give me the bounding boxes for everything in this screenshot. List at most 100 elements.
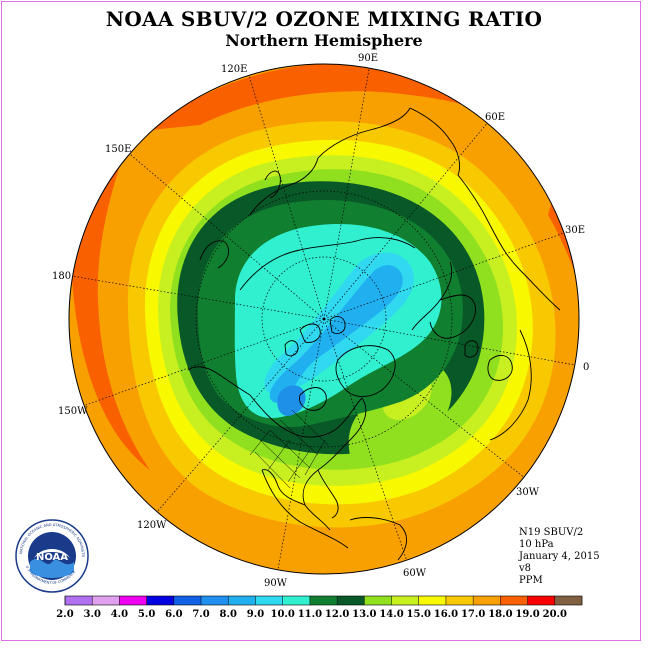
legend-swatch [146,596,175,605]
legend-swatch [473,596,501,605]
info-pressure: 10 hPa [519,539,554,550]
meridian-150e [124,149,325,320]
legend-swatch [554,596,583,605]
coast-hudson-bay [299,387,327,411]
legend-tick-label: 15.0 [407,609,431,620]
legend-tick-label: 4.0 [111,609,128,620]
meridian-60e [323,114,495,320]
legend-tick-label: 12.0 [325,609,349,620]
coast-europe [429,294,476,339]
legend-swatch [309,596,338,605]
coast-alaska [187,366,251,396]
legend-swatch [65,596,93,605]
coast-india [409,107,461,176]
lon-label-90e: 90E [358,53,378,64]
logo-text: NOAA [36,552,68,563]
legend-swatch [92,596,120,605]
legend-swatch [119,596,147,605]
logo-wave-icon [30,558,74,578]
legend-swatch [527,596,556,605]
info-date: January 4, 2015 [519,551,600,562]
legend-tick-label: 8.0 [220,609,237,620]
coast-florida [317,469,339,519]
legend-tick-label: 11.0 [298,609,322,620]
coast-south-america [349,517,407,561]
meridian-120e [247,71,325,320]
lon-label-60e: 60E [485,112,505,123]
meridian-90e [323,64,371,320]
meridian-120w [149,318,325,521]
zone-17-18-left [72,150,150,470]
legend-tick-label: 5.0 [138,609,155,620]
image-frame [1,1,641,641]
lon-label-30w: 30W [516,487,540,498]
coast-asia-east [249,157,319,216]
us-boundaries [249,409,329,489]
legend-swatch [282,596,311,605]
lon-label-150w: 150W [58,406,88,417]
legend-swatch [201,596,229,605]
lon-label-90w: 90W [264,578,288,589]
meridian-0 [323,318,579,367]
coast-china [317,107,411,159]
map-rim [68,63,580,575]
graticule [71,64,579,574]
coast-scandinavia [411,261,453,331]
noaa-logo: NOAA NATIONAL OCEANIC AND ATMOSPHERIC AD… [14,518,89,593]
meridian-180 [71,275,325,320]
legend-swatch [418,596,447,605]
legend-swatches [64,595,583,606]
info-instrument: N19 SBUV/2 [519,527,584,538]
legend-swatch [364,596,392,605]
legend-swatch [173,596,202,605]
legend-tick-label: 13.0 [352,609,376,620]
lon-label-120w: 120W [137,520,167,531]
color-legend: 2.0 3.0 4.0 5.0 6.0 7.0 8.0 9.0 10.0 11.0 12.0 13.0… [56,595,583,620]
logo-bird-icon [34,549,70,558]
legend-swatch [391,596,420,605]
coast-central-america [261,469,349,549]
latitude-circle-30 [195,190,453,448]
map-title: NOAA SBUV/2 OZONE MIXING RATIO [105,7,543,31]
legend-swatch [255,596,283,605]
lon-label-180: 180 [52,271,71,282]
legend-swatch [500,596,528,605]
legend-swatch [445,596,474,605]
coast-iberia [487,354,513,381]
coast-japan [264,170,281,199]
coastlines [187,107,561,561]
info-units: PPM [519,575,543,586]
coast-greenland [335,345,396,397]
legend-swatch [337,596,365,605]
coast-kamchatka [199,240,229,269]
meridian-150w [71,318,325,411]
legend-tick-label: 7.0 [192,609,209,620]
info-version: v8 [519,563,532,574]
coast-mediterranean [457,174,561,311]
meridian-60w [323,318,411,571]
legend-tick-label: 20.0 [543,609,567,620]
meridian-90w [275,318,325,574]
coast-arctic-islands [284,316,346,357]
zone-7-8-core [277,385,306,416]
lon-label-120e: 120E [221,64,247,75]
lon-label-150e: 150E [105,144,131,155]
legend-tick-label: 14.0 [379,609,403,620]
legend-tick-label: 10.0 [271,609,295,620]
coast-uk [464,340,479,358]
legend-tick-label: 3.0 [84,609,101,620]
coast-gulf [261,469,306,506]
map-subtitle: Northern Hemisphere [225,31,423,50]
legend-tick-label: 2.0 [56,609,73,620]
legend-swatch [228,596,256,605]
latitude-circle-60 [261,256,387,382]
ozone-field [69,64,579,574]
data-info: N19 SBUV/2 10 hPa January 4, 2015 v8 PPM [519,527,600,587]
legend-tick-label: 9.0 [247,609,264,620]
coast-africa [489,329,532,441]
lon-label-60w: 60W [403,568,427,579]
coast-north-america [249,394,367,531]
legend-tick-label: 17.0 [461,609,485,620]
legend-tick-label: 18.0 [488,609,512,620]
